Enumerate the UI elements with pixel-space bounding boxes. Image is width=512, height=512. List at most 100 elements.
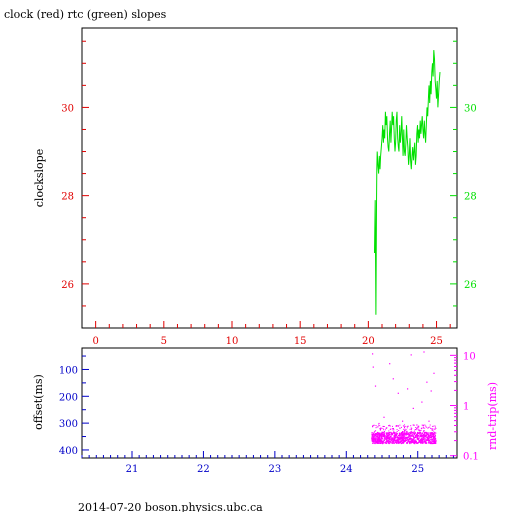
rnd-trip-point [405,425,407,427]
rnd-trip-point [400,438,402,440]
rnd-trip-point [417,435,420,437]
rnd-trip-point [389,441,391,443]
rnd-trip-point [375,440,378,442]
rnd-trip-point [421,441,423,443]
rnd-trip-point [433,431,435,433]
rnd-trip-point [419,429,421,431]
rnd-trip-point [384,429,386,431]
rnd-trip-point [423,440,425,442]
rnd-trip-point [397,438,399,440]
bottom-x-tick-label: 25 [411,464,424,475]
rnd-trip-point [422,427,424,429]
rnd-trip-point [402,431,403,432]
rnd-trip-point [429,433,431,435]
rnd-trip-point [406,427,408,429]
rnd-trip-point [380,427,382,429]
rnd-trip-point [372,438,374,440]
rnd-trip-point [435,427,437,429]
rnd-trip-point [416,438,418,440]
rnd-trip-point [403,428,405,430]
rnd-trip-point [408,435,410,437]
rnd-trip-outlier [423,351,425,353]
rnd-trip-point [433,439,435,441]
rnd-trip-point [405,439,407,442]
rnd-trip-point [375,430,377,432]
rnd-trip-point [431,432,433,434]
rnd-trip-point [372,439,374,441]
rnd-trip-point [373,432,375,434]
bottom-left-y-label: offset(ms) [32,374,45,430]
rnd-trip-point [425,425,427,427]
rnd-trip-point [407,425,409,427]
rnd-trip-point [377,432,379,434]
rnd-trip-point [402,432,404,435]
rnd-trip-point [383,439,385,441]
rnd-trip-point [418,425,420,427]
rnd-trip-point [401,439,403,441]
rnd-trip-point [411,441,413,443]
rnd-trip-point [374,439,376,441]
top-left-y-tick-label: 26 [61,280,74,291]
rnd-trip-point [432,433,435,435]
rnd-trip-point [388,431,391,434]
rnd-trip-point [413,433,415,435]
rnd-trip-point [393,431,394,433]
rnd-trip-point [386,440,388,442]
rnd-trip-point [402,432,404,434]
rnd-trip-point [429,440,431,442]
rnd-trip-point [380,440,382,442]
rnd-trip-point [392,442,394,444]
rnd-trip-point [400,437,403,439]
rnd-trip-point [414,442,416,444]
rnd-trip-point [428,436,430,438]
rnd-trip-point [414,430,415,432]
rnd-trip-point [382,434,384,437]
rnd-trip-outlier [430,390,432,392]
rnd-trip-point [431,429,433,431]
rnd-trip-outlier [372,366,374,368]
rnd-trip-point [399,434,401,436]
rnd-trip-point [375,433,377,435]
rnd-trip-point [401,437,403,439]
rnd-trip-point [382,442,384,444]
rnd-trip-point [430,441,432,443]
rnd-trip-point [388,439,390,442]
rnd-trip-point [371,437,373,439]
rnd-trip-point [428,432,430,434]
rnd-trip-point [383,442,385,444]
rnd-trip-point [418,437,420,439]
rnd-trip-point [435,439,437,441]
rnd-trip-point [371,440,373,442]
rnd-trip-point [398,435,401,437]
rnd-trip-point [394,437,396,439]
rnd-trip-point [386,436,388,438]
top-x-tick-label: 10 [226,336,239,347]
rnd-trip-point [413,441,415,444]
rnd-trip-point [372,442,374,444]
rnd-trip-point [423,430,425,432]
top-left-y-tick-label: 30 [61,103,74,114]
rnd-trip-point [430,442,433,444]
rnd-trip-point [433,442,435,444]
rnd-trip-point [413,434,416,436]
rnd-trip-point [424,434,426,436]
rnd-trip-outlier [416,424,418,426]
rnd-trip-point [432,438,434,440]
rnd-trip-point [409,437,411,439]
top-panel-frame [81,27,458,329]
rnd-trip-point [412,433,414,435]
rnd-trip-point [409,442,411,444]
rnd-trip-point [380,432,382,434]
rnd-trip-point [420,428,422,430]
rnd-trip-point [381,436,383,438]
rnd-trip-point [433,440,435,442]
rnd-trip-point [413,437,415,439]
rnd-trip-point [401,426,402,428]
rnd-trip-point [389,436,391,438]
top-x-tick-label: 20 [362,336,375,347]
bottom-series-group [371,351,437,445]
rnd-trip-point [400,435,402,437]
rnd-trip-point [425,439,427,441]
rnd-trip-point [395,437,397,439]
